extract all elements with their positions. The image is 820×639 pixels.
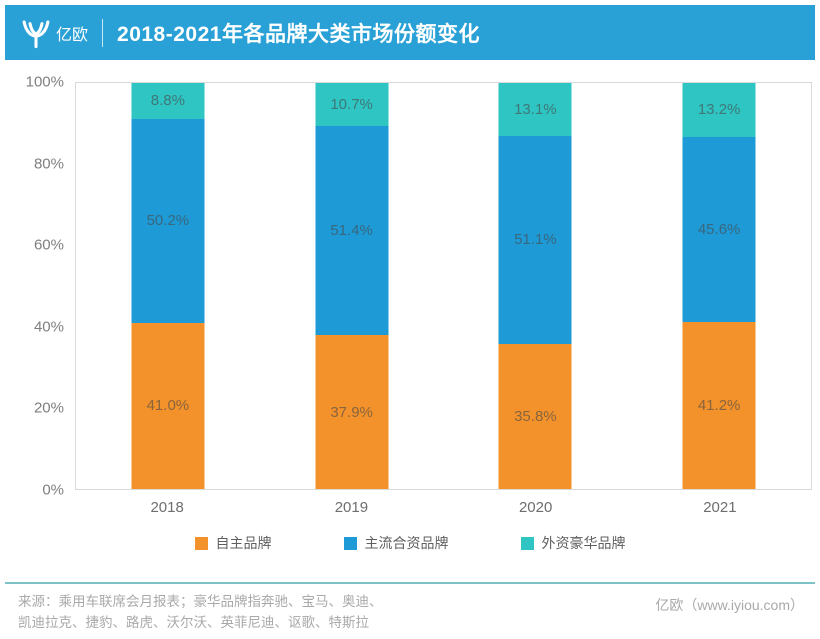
bar-value-label: 8.8% bbox=[150, 92, 185, 110]
x-tick-label: 2018 bbox=[150, 499, 184, 516]
x-tick-label: 2019 bbox=[334, 499, 369, 516]
bar-segment: 41.2% bbox=[682, 321, 756, 489]
source-note-line1: 来源：乘用车联席会月报表；豪华品牌指奔驰、宝马、奥迪、 bbox=[18, 594, 383, 609]
eo-logo-icon bbox=[19, 16, 53, 50]
bar-value-label: 50.2% bbox=[146, 212, 190, 230]
eo-logo-text: 亿欧 bbox=[56, 26, 89, 44]
bar-value-label: 51.1% bbox=[514, 231, 557, 249]
legend-swatch bbox=[520, 536, 534, 550]
bar-segment: 10.7% bbox=[315, 83, 389, 127]
bar-segment: 35.8% bbox=[498, 343, 572, 489]
legend-item: 自主品牌 bbox=[194, 533, 272, 553]
legend: 自主品牌 主流合资品牌 外资豪华品牌 bbox=[0, 533, 820, 553]
bar-value-label: 13.2% bbox=[697, 101, 741, 119]
header-bar: 亿欧 2018-2021年各品牌大类市场份额变化 bbox=[5, 5, 815, 60]
x-axis: 2018 2019 2020 2021 bbox=[75, 499, 812, 521]
bar-segment: 45.6% bbox=[682, 136, 756, 322]
legend-label: 主流合资品牌 bbox=[364, 535, 449, 551]
page-title: 2018-2021年各品牌大类市场份额变化 bbox=[117, 22, 480, 46]
bar-value-label: 45.6% bbox=[697, 220, 741, 238]
x-tick-label: 2021 bbox=[703, 499, 737, 516]
y-tick-label: 0% bbox=[42, 481, 64, 499]
stacked-bar: 10.7% 51.4% 37.9% bbox=[315, 83, 389, 489]
bar-value-label: 37.9% bbox=[330, 403, 373, 421]
plot-area: 8.8% 50.2% 41.0% 10.7% 51.4% 37.9% 13.1% 51.1% 3… bbox=[75, 82, 812, 490]
legend-item: 主流合资品牌 bbox=[343, 533, 449, 553]
x-tick-label: 2020 bbox=[518, 499, 553, 516]
y-tick-label: 60% bbox=[33, 236, 64, 254]
source-note-line2: 凯迪拉克、捷豹、路虎、沃尔沃、英菲尼迪、讴歌、特斯拉 bbox=[18, 615, 369, 630]
stacked-bar: 13.2% 45.6% 41.2% bbox=[682, 83, 756, 489]
header-divider bbox=[102, 18, 104, 47]
legend-label: 自主品牌 bbox=[215, 535, 272, 551]
bar-value-label: 51.4% bbox=[330, 222, 373, 240]
eo-logo: 亿欧 bbox=[19, 16, 88, 50]
y-tick-label: 20% bbox=[33, 399, 64, 417]
bar-segment: 37.9% bbox=[315, 335, 389, 489]
bar-2018: 8.8% 50.2% 41.0% bbox=[76, 83, 260, 489]
bar-segment: 8.8% bbox=[131, 83, 205, 119]
y-tick-label: 80% bbox=[33, 155, 64, 173]
bar-segment: 51.1% bbox=[498, 136, 572, 344]
legend-swatch bbox=[343, 536, 357, 550]
bar-value-label: 13.1% bbox=[514, 101, 557, 119]
y-tick-label: 40% bbox=[33, 318, 64, 336]
legend-swatch bbox=[194, 536, 208, 550]
bar-segment: 50.2% bbox=[131, 118, 205, 323]
legend-item: 外资豪华品牌 bbox=[520, 533, 626, 553]
footer-divider bbox=[5, 582, 815, 584]
bar-segment: 51.4% bbox=[315, 126, 389, 336]
y-tick-label: 100% bbox=[25, 73, 64, 91]
bar-value-label: 41.0% bbox=[146, 397, 190, 415]
stacked-bar: 8.8% 50.2% 41.0% bbox=[131, 83, 205, 489]
bar-value-label: 10.7% bbox=[330, 96, 373, 114]
bar-value-label: 35.8% bbox=[514, 407, 557, 425]
y-axis: 0% 20% 40% 60% 80% 100% bbox=[0, 75, 64, 498]
bar-2021: 13.2% 45.6% 41.2% bbox=[627, 83, 811, 489]
bar-segment: 41.0% bbox=[131, 322, 205, 489]
legend-label: 外资豪华品牌 bbox=[541, 535, 626, 551]
source-note: 来源：乘用车联席会月报表；豪华品牌指奔驰、宝马、奥迪、 凯迪拉克、捷豹、路虎、沃… bbox=[18, 591, 383, 633]
bar-2020: 13.1% 51.1% 35.8% bbox=[444, 83, 628, 489]
brand-credit: 亿欧（www.iyiou.com） bbox=[655, 597, 804, 613]
bar-segment: 13.2% bbox=[682, 83, 756, 137]
stacked-bar: 13.1% 51.1% 35.8% bbox=[498, 83, 572, 489]
bar-segment: 13.1% bbox=[498, 83, 572, 137]
bar-2019: 10.7% 51.4% 37.9% bbox=[260, 83, 444, 489]
bar-value-label: 41.2% bbox=[697, 396, 741, 414]
